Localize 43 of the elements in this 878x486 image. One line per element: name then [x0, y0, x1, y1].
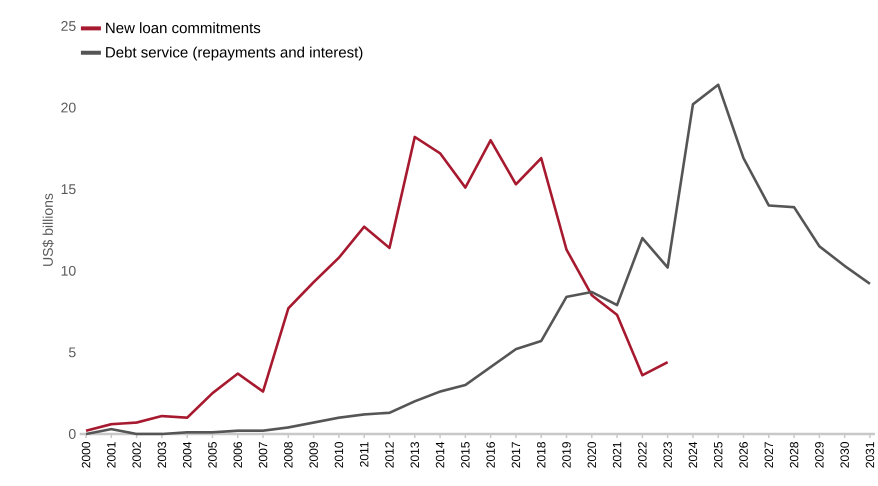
legend-label: New loan commitments — [106, 22, 260, 34]
x-tick-label: 2026 — [739, 442, 748, 468]
x-tick-label: 2028 — [790, 442, 798, 468]
line-series — [84, 136, 669, 432]
y-tick-label: 5 — [68, 348, 76, 358]
x-tick-label: 2004 — [182, 442, 192, 468]
x-tick-label: 2029 — [815, 442, 824, 468]
y-axis-title: US$ billions — [42, 194, 54, 266]
x-tick-label: 2014 — [436, 442, 444, 468]
x-tick-label: 2002 — [132, 442, 141, 468]
y-tick-label: 25 — [61, 21, 76, 31]
x-tick-label: 2022 — [638, 442, 647, 468]
x-tick-label: 2019 — [562, 442, 571, 468]
x-tick-label: 2013 — [410, 442, 420, 468]
x-tick-label: 2025 — [714, 442, 722, 468]
x-tick-label: 2030 — [840, 442, 849, 468]
x-tick-label: 2003 — [158, 442, 166, 468]
line-series — [84, 83, 872, 436]
legend-label: Debt service (repayments and interest) — [106, 46, 362, 61]
x-tick-label: 2018 — [536, 442, 546, 468]
x-tick-label: 2017 — [512, 442, 520, 468]
x-tick-label: 2006 — [234, 442, 242, 468]
x-tick-label: 2005 — [208, 442, 217, 468]
x-tick-label: 2011 — [360, 442, 368, 467]
x-tick-label: 2031 — [866, 442, 874, 468]
x-tick-label: 2010 — [334, 442, 344, 468]
x-tick-label: 2027 — [764, 442, 774, 468]
y-tick-label: 0 — [68, 429, 76, 439]
x-tick-label: 2008 — [284, 442, 293, 468]
x-tick-label: 2016 — [486, 442, 495, 468]
x-tick-label: 2023 — [663, 442, 672, 468]
x-tick-label: 2012 — [385, 442, 394, 468]
x-tick-label: 2020 — [588, 442, 596, 468]
x-tick-label: 2000 — [82, 442, 90, 468]
x-tick-label: 2024 — [688, 442, 698, 468]
x-tick-label: 2001 — [107, 442, 116, 468]
x-tick-label: 2021 — [612, 442, 622, 468]
y-tick-label: 15 — [62, 184, 76, 194]
y-tick-label: 10 — [62, 266, 76, 276]
x-tick-label: 2015 — [461, 442, 470, 468]
x-tick-label: 2007 — [258, 442, 268, 468]
y-tick-label: 20 — [61, 102, 76, 113]
x-tick-label: 2009 — [309, 442, 318, 468]
